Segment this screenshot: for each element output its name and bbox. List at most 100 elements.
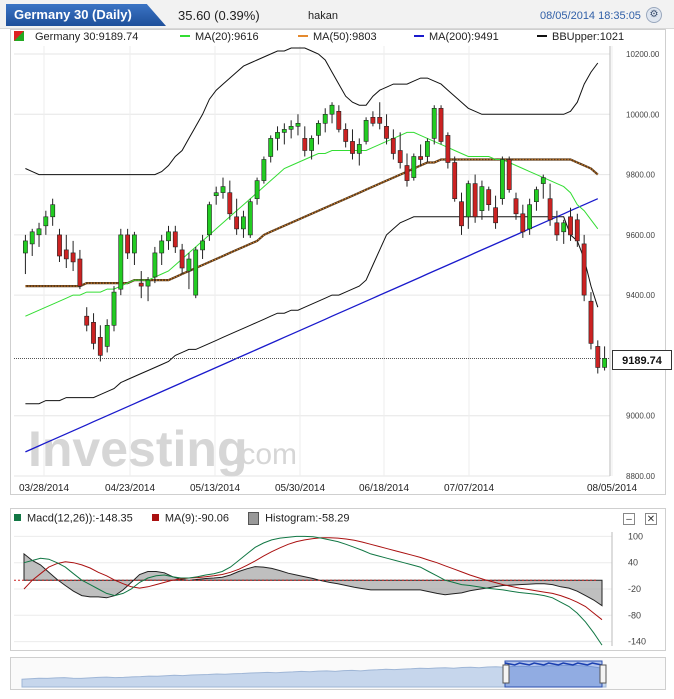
candle-body xyxy=(200,240,205,251)
candle-body xyxy=(506,159,512,190)
settings-icon[interactable]: ⚙ xyxy=(646,7,662,23)
candle-body xyxy=(540,177,546,184)
candle-body xyxy=(118,234,124,290)
macd-y-tick-label: -20 xyxy=(628,584,641,594)
candle-body xyxy=(356,144,362,154)
chart-title: Germany 30 (Daily) xyxy=(14,7,132,22)
candle-body xyxy=(581,243,587,296)
legend-ma200: MA(200):9491 xyxy=(414,31,499,43)
candle-body xyxy=(132,234,137,254)
candle-body xyxy=(43,216,49,227)
x-tick-label: 04/23/2014 xyxy=(105,483,155,494)
x-tick-label: 08/05/2014 xyxy=(587,483,637,494)
main-chart-panel[interactable] xyxy=(10,29,666,495)
bb-lower-line xyxy=(25,216,599,405)
chart-title-tab[interactable]: Germany 30 (Daily) xyxy=(6,4,166,26)
candle-body xyxy=(568,216,573,236)
y-tick-label: 9400.00 xyxy=(626,291,655,300)
y-tick-label: 9000.00 xyxy=(626,412,655,421)
candle-body xyxy=(513,198,519,215)
legend-bbupper: BBUpper:1021 xyxy=(537,31,624,43)
macd-y-tick-label: 40 xyxy=(628,558,638,568)
candle-body xyxy=(499,159,505,200)
candle-body xyxy=(452,162,458,200)
candle-body xyxy=(602,358,607,368)
candle-body xyxy=(486,189,492,206)
candle-body xyxy=(207,204,212,236)
histogram-label: Histogram:-58.29 xyxy=(265,512,350,525)
watermark-brand: Investing xyxy=(28,421,247,477)
x-tick-label: 05/30/2014 xyxy=(275,483,325,494)
macd-panel[interactable] xyxy=(10,508,666,651)
candle-body xyxy=(322,114,328,124)
candle-body xyxy=(588,300,594,344)
candle-body xyxy=(533,189,539,203)
candle-body xyxy=(22,240,28,254)
candle-body xyxy=(91,321,96,344)
bb-upper-line xyxy=(25,47,599,176)
candle-body xyxy=(404,165,410,181)
candle-body xyxy=(213,192,219,196)
ma200-line xyxy=(25,198,599,453)
navigator-selection-line xyxy=(504,662,603,666)
macd-y-tick-label: -140 xyxy=(628,637,646,647)
navigator-right-handle[interactable] xyxy=(599,664,607,684)
navigator-left-handle[interactable] xyxy=(502,664,510,684)
y-tick-label: 9600.00 xyxy=(626,231,655,240)
x-tick-label: 03/28/2014 xyxy=(19,483,69,494)
macd-legend: Macd(12,26)):-148.35 MA(9):-90.06 Histog… xyxy=(14,512,349,525)
candle-body xyxy=(104,324,110,347)
candle-body xyxy=(275,132,280,139)
legend-ma20: MA(20):9616 xyxy=(180,31,259,43)
macd-y-tick-label: -80 xyxy=(628,610,641,620)
candle-body xyxy=(390,138,396,154)
candle-body xyxy=(431,108,437,139)
x-tick-label: 05/13/2014 xyxy=(190,483,240,494)
candle-body xyxy=(152,252,158,278)
y-tick-label: 8800.00 xyxy=(626,472,655,481)
minimize-button[interactable]: – xyxy=(623,513,635,525)
legend-ma50: MA(50):9803 xyxy=(298,31,377,43)
candle-body xyxy=(336,111,342,130)
candle-body xyxy=(234,216,239,230)
candle-body xyxy=(172,231,178,248)
candle-body xyxy=(479,186,485,212)
candle-body xyxy=(472,183,478,218)
candle-body xyxy=(57,234,62,257)
candle-body xyxy=(377,117,383,124)
candle-body xyxy=(547,198,553,221)
candle-body xyxy=(29,231,35,245)
last-price-tag: 9189.74 xyxy=(612,350,672,370)
candle-body xyxy=(309,138,314,151)
candle-body xyxy=(111,291,117,326)
candle-body xyxy=(384,126,389,139)
candle-body xyxy=(465,183,471,218)
candle-body xyxy=(261,159,267,181)
candle-body xyxy=(166,231,171,242)
candle-body xyxy=(445,135,451,163)
candle-body xyxy=(397,150,403,163)
candle-body xyxy=(186,258,192,272)
candle-body xyxy=(159,240,165,254)
candle-body xyxy=(268,138,274,157)
candle-body xyxy=(370,117,376,124)
candle-body xyxy=(438,108,444,142)
candle-body xyxy=(574,219,580,242)
candle-body xyxy=(179,249,185,269)
legend-flag-icon xyxy=(14,31,24,44)
y-tick-label: 10200.00 xyxy=(626,50,660,59)
candle-body xyxy=(363,120,369,142)
candle-body xyxy=(97,336,103,356)
candle-body xyxy=(329,104,335,115)
candle-body xyxy=(77,258,83,287)
price-chart[interactable]: 10200.00 10000.00 9800.00 9600.00 9400.00 900… xyxy=(0,0,674,500)
candle-body xyxy=(241,216,246,230)
candle-body xyxy=(138,282,144,287)
timestamp: 08/05/2014 18:35:05 xyxy=(540,10,641,22)
candle-body xyxy=(459,201,464,227)
candle-body xyxy=(288,126,294,130)
close-button[interactable]: ✕ xyxy=(645,513,657,525)
candle-body xyxy=(247,201,253,236)
